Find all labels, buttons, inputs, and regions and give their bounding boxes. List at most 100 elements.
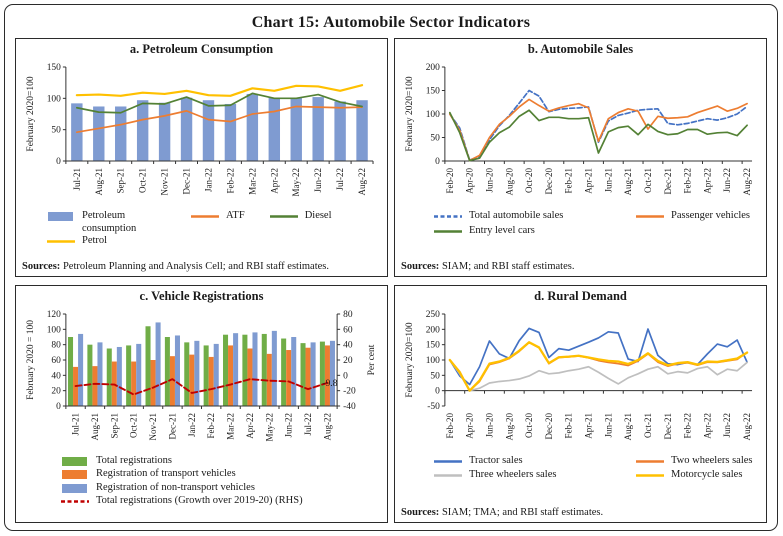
- panel-d-legend: Tractor sales Two wheelers sales Three whe…: [399, 455, 762, 482]
- legend-item-tractor-sales: Tractor sales: [433, 455, 605, 468]
- panel-vehicle-registrations: c. Vehicle Registrations 0 20 40 60 80 100 120…: [15, 284, 388, 523]
- svg-text:Apr-22: Apr-22: [702, 168, 712, 194]
- line-swatch-icon: [61, 500, 89, 504]
- line-swatch-icon: [191, 215, 219, 218]
- svg-text:20: 20: [51, 386, 61, 396]
- svg-text:Oct-20: Oct-20: [524, 167, 534, 192]
- legend-label: Tractor sales: [469, 454, 523, 466]
- svg-text:20: 20: [343, 355, 353, 365]
- bar-swatch-icon: [62, 470, 87, 480]
- svg-text:Jun-20: Jun-20: [484, 412, 494, 437]
- legend-label: ATF: [226, 210, 245, 221]
- svg-text:80: 80: [343, 309, 353, 319]
- line-swatch-icon: [636, 215, 664, 218]
- svg-text:Jul-22: Jul-22: [303, 413, 313, 435]
- sources-label: Sources:: [22, 260, 61, 272]
- svg-text:Apr-20: Apr-20: [465, 167, 475, 193]
- panel-petroleum-consumption: a. Petroleum Consumption 0 50 100 150 Jul-21…: [15, 38, 388, 277]
- svg-text:Jun-22: Jun-22: [313, 168, 323, 192]
- legend-label: Registration of transport vehicles: [96, 468, 236, 480]
- svg-text:Feb-22: Feb-22: [683, 413, 693, 438]
- svg-text:February 2020=100: February 2020=100: [405, 322, 415, 397]
- svg-text:Aug-22: Aug-22: [322, 413, 332, 440]
- svg-text:80: 80: [51, 340, 61, 350]
- svg-text:-40: -40: [343, 401, 356, 411]
- svg-text:100: 100: [47, 94, 61, 104]
- svg-text:200: 200: [426, 325, 440, 335]
- svg-text:0: 0: [435, 386, 440, 396]
- svg-text:Dec-20: Dec-20: [544, 167, 554, 194]
- legend-item-petrol: Petrol: [46, 235, 107, 248]
- svg-text:Apr-22: Apr-22: [702, 413, 712, 439]
- legend-item-total-registrations-growth-over-2019-20-rhs: Total registrations (Growth over 2019-20…: [60, 495, 383, 508]
- svg-text:50: 50: [430, 133, 440, 143]
- sources-label: Sources:: [401, 507, 440, 518]
- svg-text:150: 150: [426, 86, 440, 96]
- sources-label: Sources:: [401, 260, 440, 272]
- svg-text:Oct-21: Oct-21: [643, 168, 653, 193]
- svg-text:Dec-21: Dec-21: [182, 168, 192, 194]
- sources-text: Petroleum Planning and Analysis Cell; an…: [62, 260, 330, 272]
- svg-text:Apr-22: Apr-22: [269, 168, 279, 194]
- svg-text:40: 40: [51, 371, 61, 381]
- svg-text:Dec-21: Dec-21: [167, 413, 177, 439]
- svg-text:Oct-20: Oct-20: [524, 412, 534, 437]
- line-swatch-icon: [434, 459, 462, 463]
- legend-label: Three wheelers sales: [469, 469, 557, 481]
- svg-text:Sep-21: Sep-21: [116, 168, 126, 193]
- panel-a-legend: Petroleum consumption ATF Diesel Petrol: [20, 210, 383, 248]
- svg-text:Jun-21: Jun-21: [603, 168, 613, 192]
- legend-item-registration-of-non-transport-vehicles: Registration of non-transport vehicles: [60, 482, 383, 495]
- svg-text:0: 0: [343, 371, 348, 381]
- svg-text:Mar-22: Mar-22: [226, 413, 236, 440]
- svg-text:60: 60: [343, 325, 353, 335]
- svg-text:100: 100: [426, 355, 440, 365]
- svg-text:Feb-20: Feb-20: [445, 412, 455, 438]
- svg-text:Feb-22: Feb-22: [225, 168, 235, 193]
- svg-text:May-22: May-22: [291, 168, 301, 196]
- svg-text:May-22: May-22: [264, 413, 274, 441]
- svg-text:Aug-22: Aug-22: [742, 413, 752, 440]
- svg-text:50: 50: [430, 371, 440, 381]
- svg-text:Feb-21: Feb-21: [564, 168, 574, 193]
- svg-text:February 2020=100: February 2020=100: [405, 76, 415, 151]
- legend-label: Motorcycle sales: [671, 469, 743, 481]
- svg-text:Feb-22: Feb-22: [683, 168, 693, 193]
- svg-text:Jul-22: Jul-22: [335, 168, 345, 190]
- line-swatch-icon: [269, 215, 298, 218]
- svg-text:Dec-20: Dec-20: [544, 412, 554, 439]
- svg-text:Apr-20: Apr-20: [465, 412, 475, 438]
- petroleum-consumption-chart: 0 50 100 150 Jul-21 Aug-21 Sep-21 Oct-21 Nov-21 D…: [26, 63, 374, 196]
- line-swatch-icon: [47, 240, 75, 243]
- panel-c-legend: Total registrations Registration of trans…: [20, 455, 383, 508]
- svg-text:Per cent: Per cent: [367, 344, 377, 375]
- svg-text:Dec-21: Dec-21: [663, 168, 673, 194]
- bar-swatch-icon: [62, 483, 87, 493]
- vehicle-registrations-chart: 0 20 40 60 80 100 120 -40 -20 0 20 40 60 80 Per cent Ju…: [26, 309, 377, 441]
- legend-label: Passenger vehicles: [671, 210, 751, 221]
- svg-text:Jan-22: Jan-22: [187, 413, 197, 437]
- legend-item-entry-level-cars: Entry level cars: [433, 225, 605, 238]
- svg-text:Jun-22: Jun-22: [284, 413, 294, 437]
- legend-label: Petrol: [82, 235, 108, 247]
- svg-text:Aug-21: Aug-21: [94, 168, 104, 195]
- line-swatch-icon: [636, 474, 664, 477]
- legend-label: Total registrations: [96, 454, 172, 466]
- panel-c-title: c. Vehicle Registrations: [139, 288, 264, 303]
- svg-text:February 2020=100: February 2020=100: [26, 76, 36, 151]
- legend-item-motorcycle-sales: Motorcycle sales: [635, 469, 753, 482]
- automobile-sales-chart: 0 50 100 150 200 Feb-20 Apr-20 Jun-20 Aug-20 Oct-…: [405, 63, 752, 195]
- svg-text:Aug-21: Aug-21: [623, 168, 633, 195]
- svg-text:Aug-21: Aug-21: [90, 413, 100, 440]
- svg-text:Aug-22: Aug-22: [357, 168, 367, 195]
- svg-text:0: 0: [435, 157, 440, 167]
- svg-text:0: 0: [56, 157, 61, 167]
- svg-text:-50: -50: [427, 401, 440, 411]
- legend-item-total-automobile-sales: Total automobile sales: [433, 210, 605, 223]
- svg-text:-9.8: -9.8: [322, 378, 337, 388]
- legend-label: Petroleum consumption: [82, 210, 137, 234]
- svg-text:February 2020 = 100: February 2020 = 100: [26, 319, 36, 399]
- svg-text:Aug-20: Aug-20: [504, 167, 514, 195]
- legend-item-three-wheelers-sales: Three wheelers sales: [433, 469, 605, 482]
- svg-text:-20: -20: [343, 386, 356, 396]
